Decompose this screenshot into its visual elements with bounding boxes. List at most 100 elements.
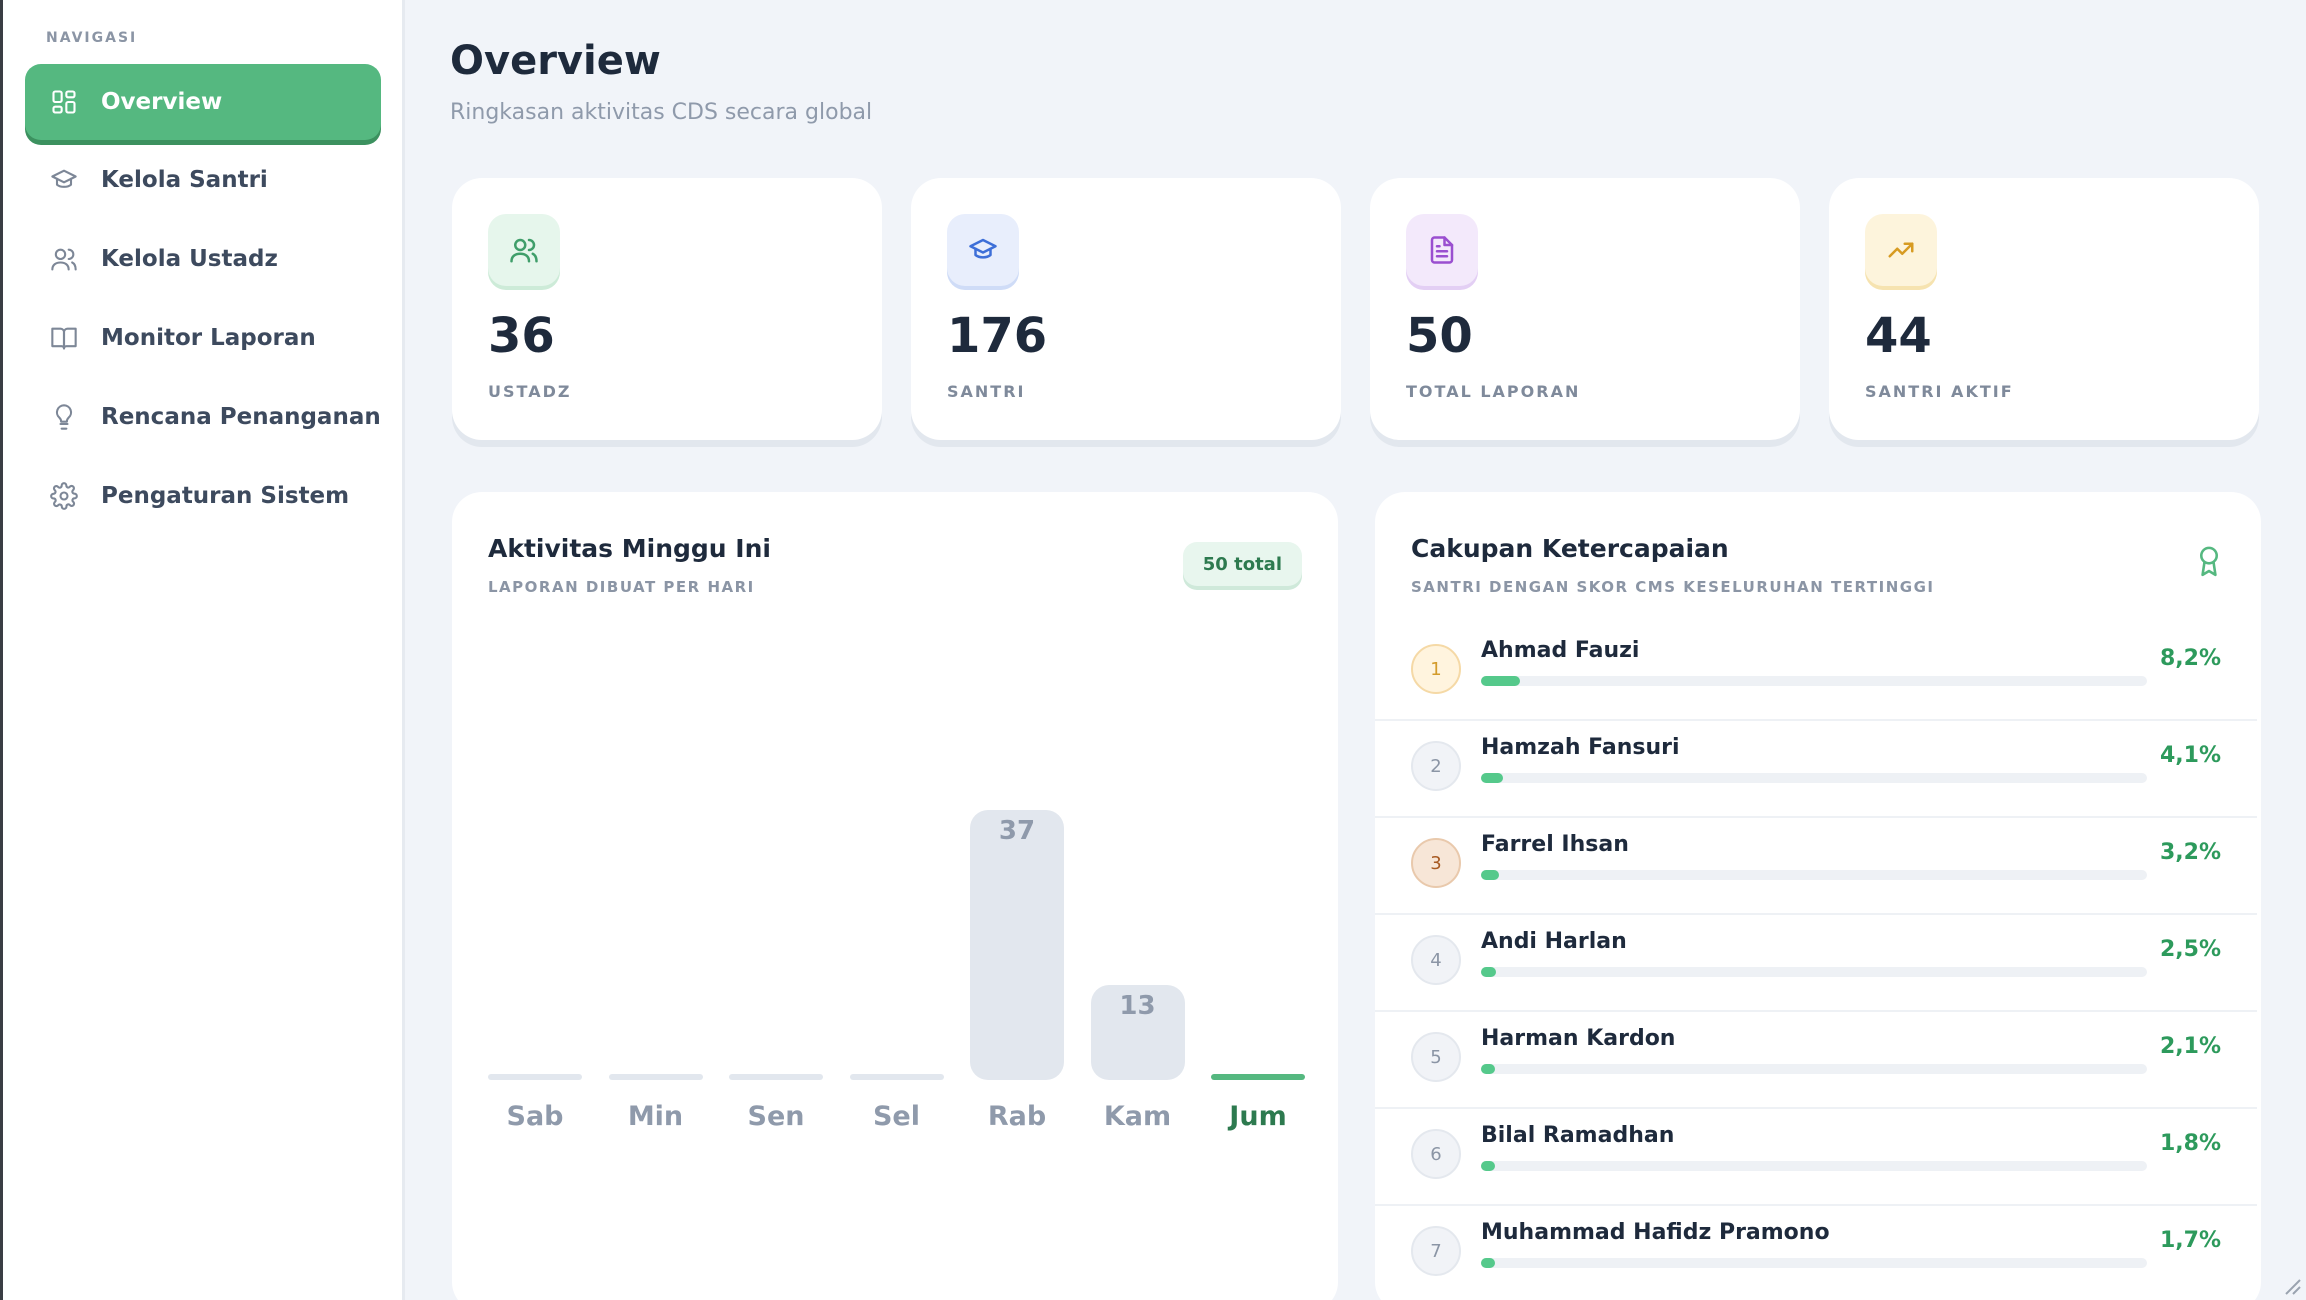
- sidebar-item-label: Kelola Ustadz: [101, 246, 278, 272]
- trending-up-icon: [1865, 214, 1937, 286]
- ranking-row[interactable]: 3 Farrel Ihsan 3,2%: [1375, 818, 2257, 915]
- ranking-row[interactable]: 1 Ahmad Fauzi 8,2%: [1375, 624, 2257, 721]
- stat-value: 44: [1865, 308, 1932, 364]
- santri-name: Muhammad Hafidz Pramono: [1481, 1220, 1830, 1245]
- progress-track: [1481, 1258, 2147, 1268]
- bar-sel[interactable]: [849, 1074, 944, 1080]
- stat-card-total-laporan: 50 TOTAL LAPORAN: [1370, 178, 1800, 440]
- sidebar-item-kelola-santri[interactable]: Kelola Santri: [25, 142, 381, 218]
- score-percentage: 3,2%: [2159, 840, 2221, 865]
- ranking-row[interactable]: 2 Hamzah Fansuri 4,1%: [1375, 721, 2257, 818]
- santri-name: Hamzah Fansuri: [1481, 735, 1680, 760]
- santri-name: Andi Harlan: [1481, 929, 1627, 954]
- achievement-subtitle: SANTRI DENGAN SKOR CMS KESELURUHAN TERTI…: [1411, 578, 1935, 596]
- bar-sen[interactable]: [729, 1074, 823, 1080]
- score-percentage: 1,7%: [2159, 1228, 2221, 1253]
- sidebar-item-overview[interactable]: Overview: [25, 64, 381, 140]
- progress-fill: [1481, 1258, 1495, 1268]
- stat-value: 36: [488, 308, 555, 364]
- rank-number-badge: 2: [1411, 741, 1461, 791]
- bar-value-label: 37: [998, 816, 1036, 846]
- rank-number-badge: 5: [1411, 1032, 1461, 1082]
- book-icon: [49, 323, 79, 353]
- achievement-panel: Cakupan Ketercapaian SANTRI DENGAN SKOR …: [1375, 492, 2261, 1300]
- rank-number-badge: 7: [1411, 1226, 1461, 1276]
- ranking-list: 1 Ahmad Fauzi 8,2% 2 Hamzah Fansuri 4,1% 3 Farr…: [1375, 624, 2257, 1300]
- rank-number-badge: 1: [1411, 644, 1461, 694]
- ranking-row[interactable]: 4 Andi Harlan 2,5%: [1375, 915, 2257, 1012]
- x-tick-label: Min: [627, 1101, 684, 1132]
- gear-icon: [49, 481, 79, 511]
- sidebar-item-label: Kelola Santri: [101, 167, 268, 193]
- sidebar-item-label: Rencana Penanganan: [101, 404, 381, 430]
- users-icon: [488, 214, 560, 286]
- bar-column-sen: [729, 1074, 823, 1080]
- bar-value-label: 13: [1119, 991, 1156, 1021]
- progress-fill: [1481, 676, 1521, 686]
- bar-column-min: [608, 1074, 703, 1080]
- santri-name: Ahmad Fauzi: [1481, 638, 1640, 663]
- stat-card-santri: 176 SANTRI: [911, 178, 1341, 440]
- sidebar-item-kelola-ustadz[interactable]: Kelola Ustadz: [25, 221, 381, 297]
- total-badge: 50 total: [1182, 542, 1302, 586]
- grid-icon: [49, 87, 79, 117]
- score-percentage: 1,8%: [2159, 1131, 2221, 1156]
- bar-column-sel: [849, 1074, 944, 1080]
- x-tick-label: Sen: [747, 1101, 805, 1132]
- resize-grip-icon[interactable]: [2280, 1274, 2302, 1296]
- rank-number-badge: 4: [1411, 935, 1461, 985]
- bar-column-rab: 37: [970, 810, 1064, 1080]
- score-percentage: 2,1%: [2159, 1034, 2221, 1059]
- sidebar: NAVIGASI Overview Kelola Santri Kelola U…: [3, 0, 405, 1300]
- progress-fill: [1481, 773, 1503, 783]
- bar-column-kam: 13: [1090, 985, 1185, 1080]
- x-tick-label: Rab: [987, 1101, 1047, 1132]
- bar-jum[interactable]: [1211, 1074, 1305, 1080]
- progress-fill: [1481, 1064, 1495, 1074]
- progress-track: [1481, 1161, 2147, 1171]
- bar-kam[interactable]: 13: [1090, 985, 1185, 1080]
- sidebar-item-label: Pengaturan Sistem: [101, 483, 350, 509]
- page-subtitle: Ringkasan aktivitas CDS secara global: [450, 100, 873, 125]
- bar-min[interactable]: [608, 1074, 703, 1080]
- activity-panel: Aktivitas Minggu Ini LAPORAN DIBUAT PER …: [452, 492, 1338, 1300]
- sidebar-item-rencana-penanganan[interactable]: Rencana Penanganan: [25, 379, 381, 455]
- lightbulb-icon: [49, 402, 79, 432]
- rank-number-badge: 6: [1411, 1129, 1461, 1179]
- award-icon: [2193, 544, 2225, 580]
- score-percentage: 8,2%: [2159, 646, 2221, 671]
- progress-track: [1481, 773, 2147, 783]
- graduation-cap-icon: [49, 165, 79, 195]
- sidebar-item-monitor-laporan[interactable]: Monitor Laporan: [25, 300, 381, 376]
- score-percentage: 4,1%: [2159, 743, 2221, 768]
- ranking-row[interactable]: 5 Harman Kardon 2,1%: [1375, 1012, 2257, 1109]
- score-percentage: 2,5%: [2159, 937, 2221, 962]
- santri-name: Farrel Ihsan: [1481, 832, 1629, 857]
- bar-sab[interactable]: [488, 1074, 582, 1080]
- sidebar-item-pengaturan-sistem[interactable]: Pengaturan Sistem: [25, 458, 381, 534]
- graduation-cap-icon: [947, 214, 1019, 286]
- activity-title: Aktivitas Minggu Ini: [488, 534, 771, 563]
- stat-label: USTADZ: [488, 382, 572, 401]
- ranking-row[interactable]: 7 Muhammad Hafidz Pramono 1,7%: [1375, 1206, 2257, 1300]
- progress-track: [1481, 676, 2147, 686]
- sidebar-item-label: Overview: [101, 89, 223, 115]
- users-icon: [49, 244, 79, 274]
- activity-bar-chart: Sab Min Sen Sel 37 Rab 13 Kam Jum: [488, 672, 1305, 1152]
- progress-track: [1481, 870, 2147, 880]
- x-tick-label: Sel: [872, 1101, 920, 1132]
- stat-label: SANTRI AKTIF: [1865, 382, 2014, 401]
- activity-subtitle: LAPORAN DIBUAT PER HARI: [488, 578, 755, 596]
- santri-name: Bilal Ramadhan: [1481, 1123, 1675, 1148]
- stat-card-santri-aktif: 44 SANTRI AKTIF: [1829, 178, 2259, 440]
- x-tick-label: Sab: [506, 1101, 564, 1132]
- progress-fill: [1481, 967, 1496, 977]
- bar-column-jum: [1211, 1074, 1305, 1080]
- x-tick-label: Jum: [1229, 1101, 1287, 1132]
- bar-rab[interactable]: 37: [970, 810, 1064, 1080]
- ranking-row[interactable]: 6 Bilal Ramadhan 1,8%: [1375, 1109, 2257, 1206]
- achievement-title: Cakupan Ketercapaian: [1411, 534, 1729, 563]
- stat-label: SANTRI: [947, 382, 1026, 401]
- x-tick-label: Kam: [1103, 1101, 1172, 1132]
- bar-column-sab: [488, 1074, 582, 1080]
